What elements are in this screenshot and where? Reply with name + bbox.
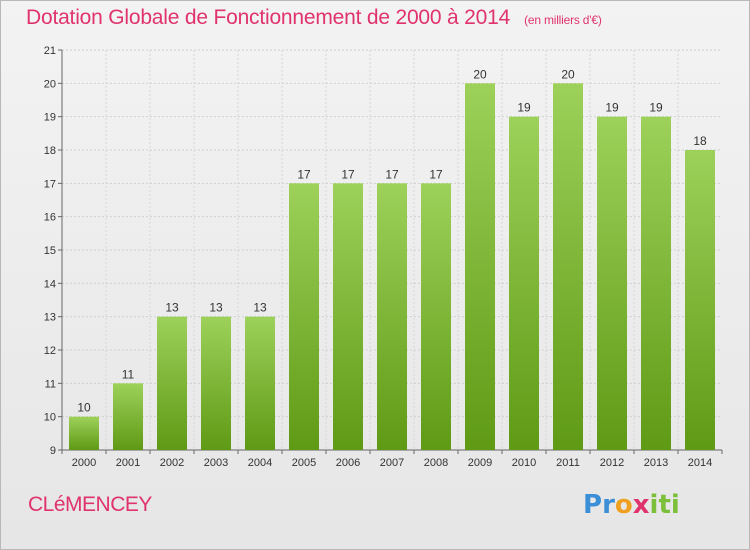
bar [113, 383, 143, 450]
y-tick-label: 10 [44, 412, 56, 424]
bar [509, 116, 539, 451]
bar [641, 116, 671, 451]
y-tick-label: 18 [44, 145, 56, 157]
bar [465, 83, 495, 450]
data-label: 10 [77, 401, 91, 415]
chart-title: Dotation Globale de Fonctionnement de 20… [26, 6, 602, 30]
data-label: 19 [517, 101, 531, 115]
logo-letter: t [658, 490, 671, 520]
proxiti-logo[interactable]: Proxiti [583, 490, 680, 520]
x-tick-label: 2012 [600, 457, 624, 469]
data-label: 20 [561, 67, 575, 81]
y-tick-label: 11 [45, 378, 56, 390]
y-tick-label: 12 [44, 345, 56, 357]
y-tick-label: 20 [44, 78, 56, 90]
logo-letter: P [583, 490, 603, 520]
y-tick-label: 13 [44, 312, 56, 324]
bar [201, 316, 231, 450]
x-tick-label: 2004 [248, 457, 272, 469]
logo-letter: x [632, 490, 650, 520]
x-tick-label: 2000 [72, 457, 96, 469]
data-label: 17 [297, 167, 311, 181]
x-tick-label: 2011 [556, 457, 580, 469]
bar [245, 316, 275, 450]
y-tick-label: 9 [50, 445, 56, 457]
data-label: 17 [429, 167, 443, 181]
logo-letter: i [649, 490, 659, 520]
x-tick-label: 2007 [380, 457, 404, 469]
chart-unit: (en milliers d'€) [524, 13, 602, 27]
x-tick-label: 2013 [644, 457, 668, 469]
y-tick-label: 19 [44, 112, 56, 124]
bar [685, 150, 715, 450]
bar [597, 116, 627, 451]
x-tick-label: 2008 [424, 457, 448, 469]
y-tick-label: 15 [44, 245, 56, 257]
logo-letter: o [614, 490, 633, 520]
data-label: 17 [341, 167, 355, 181]
data-label: 18 [693, 134, 707, 148]
x-tick-label: 2006 [336, 457, 360, 469]
bars [69, 83, 715, 451]
labels: 9 10 11 12 13 14 15 16 17 18 19 20 21 10 2000 11 2001 13 2… [44, 45, 712, 469]
bar [333, 183, 363, 451]
x-tick-label: 2005 [292, 457, 316, 469]
y-tick-label: 14 [44, 278, 56, 290]
x-tick-label: 2003 [204, 457, 228, 469]
bar [69, 416, 99, 450]
logo-letter: r [602, 490, 615, 520]
data-label: 19 [605, 101, 619, 115]
data-label: 13 [253, 301, 267, 315]
x-tick-label: 2002 [160, 457, 184, 469]
data-label: 17 [385, 167, 399, 181]
x-tick-label: 2001 [116, 457, 140, 469]
x-tick-label: 2010 [512, 457, 536, 469]
bar [421, 183, 451, 451]
x-tick-label: 2009 [468, 457, 492, 469]
y-tick-label: 16 [44, 212, 56, 224]
y-tick-label: 21 [44, 45, 56, 57]
data-label: 13 [209, 301, 223, 315]
data-label: 19 [649, 101, 663, 115]
bar [553, 83, 583, 450]
data-label: 20 [473, 67, 487, 81]
x-tick-label: 2014 [688, 457, 712, 469]
bar [157, 316, 187, 450]
bar [377, 183, 407, 451]
y-tick-label: 17 [44, 178, 56, 190]
logo-letter: i [670, 490, 680, 520]
data-label: 11 [122, 367, 135, 381]
data-label: 13 [165, 301, 179, 315]
bar [289, 183, 319, 451]
chart-title-text: Dotation Globale de Fonctionnement de 20… [26, 6, 511, 29]
commune-name: CLéMENCEY [28, 493, 152, 516]
